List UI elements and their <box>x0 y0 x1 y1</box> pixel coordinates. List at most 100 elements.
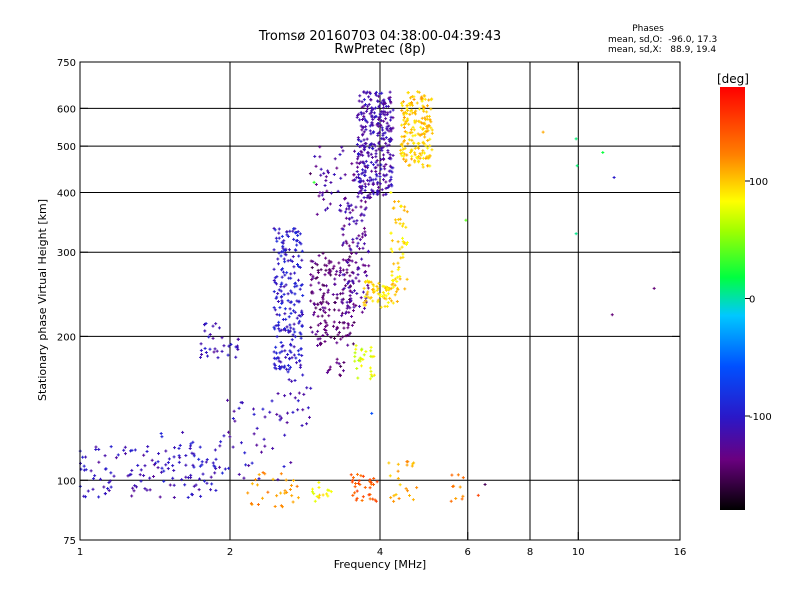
data-point <box>298 331 302 335</box>
data-point <box>401 255 405 259</box>
data-point <box>458 485 462 489</box>
data-point <box>382 153 386 157</box>
data-point <box>421 140 425 144</box>
data-point <box>367 280 371 284</box>
data-point <box>280 299 284 303</box>
data-point <box>361 168 365 172</box>
data-point <box>370 374 374 378</box>
data-point <box>402 113 406 117</box>
data-point <box>377 104 381 108</box>
data-point <box>301 408 305 412</box>
data-point <box>325 492 329 496</box>
data-point <box>292 345 296 349</box>
data-point <box>299 336 303 340</box>
data-point <box>273 228 277 232</box>
data-point <box>413 133 417 137</box>
data-point <box>369 178 373 182</box>
data-point <box>268 410 272 414</box>
x-tick-label: 10 <box>572 547 585 558</box>
data-point <box>429 126 433 130</box>
data-point <box>409 128 413 132</box>
data-point <box>86 489 90 493</box>
data-point <box>357 191 361 195</box>
data-point <box>385 144 389 148</box>
data-point <box>399 152 403 156</box>
data-point <box>354 251 358 255</box>
data-point <box>399 256 403 260</box>
data-point <box>289 392 293 396</box>
data-point <box>574 232 578 236</box>
data-point <box>321 295 325 299</box>
data-point <box>342 241 346 245</box>
data-point <box>425 130 429 134</box>
data-point <box>369 354 373 358</box>
data-point <box>316 344 320 348</box>
data-point <box>380 148 384 152</box>
data-point <box>379 119 383 123</box>
data-point <box>355 367 359 371</box>
data-point <box>371 299 375 303</box>
data-point <box>385 126 389 130</box>
data-point <box>383 131 387 135</box>
data-point <box>371 147 375 151</box>
data-point <box>353 149 357 153</box>
data-point <box>302 392 306 396</box>
data-point <box>343 278 347 282</box>
data-point <box>460 497 464 501</box>
data-point <box>318 288 322 292</box>
data-point <box>263 444 267 448</box>
data-point <box>79 461 83 465</box>
data-point <box>160 435 164 439</box>
data-point <box>401 144 405 148</box>
data-point <box>291 229 295 233</box>
data-point <box>283 491 287 495</box>
data-point <box>355 143 359 147</box>
data-point <box>417 155 421 159</box>
data-point <box>314 182 318 186</box>
data-point <box>323 273 327 277</box>
data-point <box>407 138 411 142</box>
data-point <box>316 314 320 318</box>
data-point <box>257 473 261 477</box>
data-point <box>353 355 357 359</box>
data-point <box>237 406 241 410</box>
data-point <box>285 490 289 494</box>
data-point <box>379 158 383 162</box>
data-point <box>377 130 381 134</box>
data-point <box>156 466 160 470</box>
data-point <box>411 111 415 115</box>
data-point <box>417 146 421 150</box>
data-point <box>382 106 386 110</box>
data-point <box>343 197 347 201</box>
data-point <box>292 478 296 482</box>
data-point <box>189 442 193 446</box>
data-point <box>393 277 397 281</box>
data-point <box>361 179 365 183</box>
data-point <box>425 155 429 159</box>
data-point <box>198 477 202 481</box>
data-point <box>398 483 402 487</box>
data-point <box>351 493 355 497</box>
data-point <box>388 153 392 157</box>
data-point <box>197 488 201 492</box>
data-point <box>292 309 296 313</box>
data-point <box>126 474 130 478</box>
data-point <box>325 300 329 304</box>
data-point <box>296 408 300 412</box>
data-point <box>388 296 392 300</box>
data-point <box>652 286 656 290</box>
data-point <box>210 482 214 486</box>
data-point <box>159 432 163 436</box>
data-point <box>272 248 276 252</box>
data-point <box>209 475 213 479</box>
data-point <box>278 306 282 310</box>
data-point <box>284 328 288 332</box>
data-point <box>319 268 323 272</box>
data-point <box>349 473 353 477</box>
colorbar-tick-label: -100 <box>749 412 772 423</box>
data-point <box>398 222 402 226</box>
data-point <box>401 222 405 226</box>
data-point <box>331 267 335 271</box>
data-point <box>367 182 371 186</box>
data-point <box>359 149 363 153</box>
